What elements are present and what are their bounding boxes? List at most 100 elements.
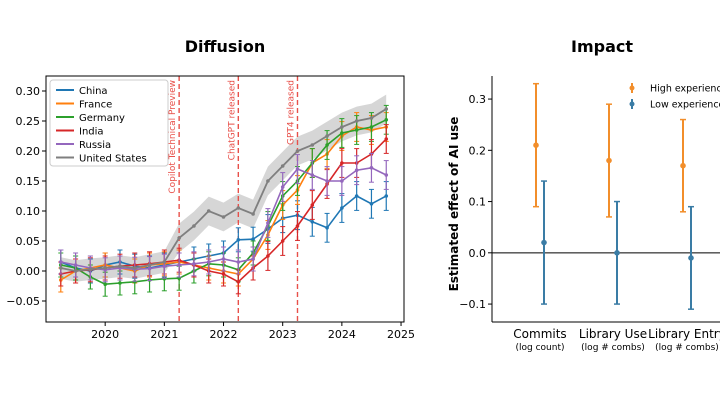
legend-entry: Russia bbox=[79, 140, 111, 151]
data-point-russia bbox=[74, 263, 78, 267]
estimate-point-low-experience bbox=[688, 255, 694, 261]
diffusion-plot: Copilot Technical Preview ChatGPT release… bbox=[6, 76, 415, 341]
data-point-united-states bbox=[207, 209, 211, 213]
data-point-united-states bbox=[355, 119, 359, 123]
data-point-india bbox=[384, 137, 388, 141]
data-point-russia bbox=[59, 260, 63, 264]
estimate-point-high-experience bbox=[606, 158, 612, 164]
y-tick-label: 0.15 bbox=[16, 175, 41, 188]
legend-entry: Germany bbox=[79, 113, 125, 124]
estimate-point-high-experience bbox=[680, 163, 686, 169]
data-point-russia bbox=[325, 179, 329, 183]
data-point-united-states bbox=[133, 266, 137, 270]
y-tick-label: 0.3 bbox=[469, 93, 487, 106]
data-point-united-states bbox=[192, 224, 196, 228]
data-point-russia bbox=[177, 263, 181, 267]
data-point-united-states bbox=[281, 164, 285, 168]
data-point-united-states bbox=[325, 134, 329, 138]
data-point-china bbox=[384, 194, 388, 198]
data-point-russia bbox=[355, 168, 359, 172]
x-tick-label: 2022 bbox=[210, 328, 238, 341]
category-sublabel: (log # combs) bbox=[655, 343, 719, 353]
legend-entry: India bbox=[79, 127, 104, 138]
data-point-united-states bbox=[148, 263, 152, 267]
data-point-russia bbox=[163, 264, 167, 268]
data-point-russia bbox=[192, 262, 196, 266]
data-point-india bbox=[266, 254, 270, 258]
data-point-china bbox=[251, 237, 255, 241]
x-tick-label: 2020 bbox=[91, 328, 119, 341]
data-point-united-states bbox=[177, 236, 181, 240]
event-label-1: ChatGPT released bbox=[227, 80, 237, 160]
data-point-germany bbox=[370, 125, 374, 129]
data-point-united-states bbox=[163, 260, 167, 264]
data-point-russia bbox=[207, 260, 211, 264]
chart-title-impact: Impact bbox=[571, 37, 633, 56]
category-sublabel: (log count) bbox=[516, 343, 565, 353]
legend-entry: China bbox=[79, 86, 108, 97]
data-point-china bbox=[237, 238, 241, 242]
y-tick-label: 0.25 bbox=[16, 115, 41, 128]
data-point-india bbox=[222, 272, 226, 276]
data-point-russia bbox=[296, 167, 300, 171]
data-point-germany bbox=[103, 282, 107, 286]
data-point-china bbox=[325, 226, 329, 230]
y-tick-label: 0.05 bbox=[16, 235, 41, 248]
data-point-russia bbox=[340, 179, 344, 183]
x-tick-label: 2023 bbox=[269, 328, 297, 341]
data-point-united-states bbox=[384, 107, 388, 111]
event-label-0: Copilot Technical Preview bbox=[168, 80, 178, 194]
category-label: Commits bbox=[513, 327, 566, 341]
data-point-russia bbox=[310, 173, 314, 177]
data-point-russia bbox=[384, 173, 388, 177]
y-tick-label: 0.30 bbox=[16, 85, 41, 98]
data-point-united-states bbox=[222, 215, 226, 219]
data-point-united-states bbox=[74, 269, 78, 273]
data-point-russia bbox=[251, 257, 255, 261]
data-point-india bbox=[296, 224, 300, 228]
y-tick-label: 0.2 bbox=[469, 144, 487, 157]
legend-entry: United States bbox=[79, 154, 147, 165]
legend-entry: High experience bbox=[650, 84, 720, 95]
x-tick-label: 2025 bbox=[387, 328, 415, 341]
legend: China France Germany India Russia United Stat… bbox=[50, 80, 168, 166]
estimate-point-low-experience bbox=[614, 250, 620, 256]
y-tick-label: 0.0 bbox=[469, 247, 487, 260]
data-point-united-states bbox=[310, 143, 314, 147]
data-point-india bbox=[340, 161, 344, 165]
data-point-united-states bbox=[118, 264, 122, 268]
data-point-russia bbox=[266, 221, 270, 225]
data-point-india bbox=[281, 239, 285, 243]
chart-title-diffusion: Diffusion bbox=[185, 37, 266, 56]
data-point-russia bbox=[222, 257, 226, 261]
data-point-india bbox=[310, 203, 314, 207]
data-point-russia bbox=[237, 260, 241, 264]
data-point-united-states bbox=[251, 212, 255, 216]
data-point-united-states bbox=[103, 266, 107, 270]
estimate-point-high-experience bbox=[533, 142, 539, 148]
data-point-united-states bbox=[59, 266, 63, 270]
legend-entry: France bbox=[79, 100, 112, 111]
y-tick-label: 0.1 bbox=[469, 196, 487, 209]
category-sublabel: (log # combs) bbox=[581, 343, 645, 353]
legend-marker bbox=[630, 102, 635, 107]
y-tick-label: 0.10 bbox=[16, 205, 41, 218]
data-point-russia bbox=[281, 185, 285, 189]
x-tick-label: 2024 bbox=[328, 328, 356, 341]
data-point-russia bbox=[148, 267, 152, 271]
data-point-germany bbox=[340, 131, 344, 135]
estimate-point-low-experience bbox=[541, 240, 547, 246]
data-point-india bbox=[237, 280, 241, 284]
y-tick-label: 0.20 bbox=[16, 145, 41, 158]
legend-marker bbox=[630, 86, 635, 91]
y-axis-label-impact: Estimated effect of AI use bbox=[447, 117, 461, 292]
data-point-united-states bbox=[89, 267, 93, 271]
data-point-china bbox=[370, 202, 374, 206]
data-point-germany bbox=[355, 128, 359, 132]
data-point-russia bbox=[370, 166, 374, 170]
data-point-united-states bbox=[237, 206, 241, 210]
